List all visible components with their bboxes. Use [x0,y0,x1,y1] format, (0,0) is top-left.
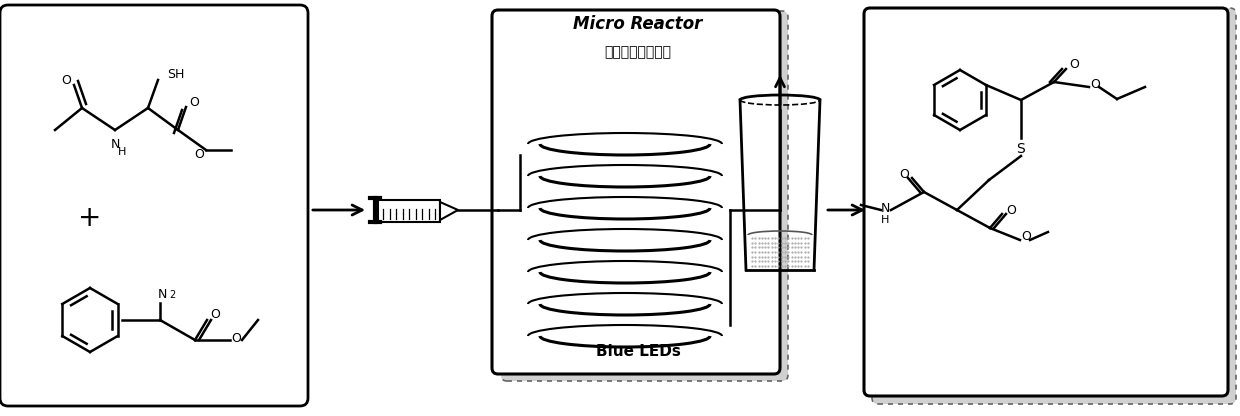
Text: O: O [188,97,198,109]
Text: O: O [1021,230,1030,243]
FancyBboxPatch shape [0,5,308,406]
Text: N: N [110,138,120,151]
Text: Blue LEDs: Blue LEDs [595,344,681,359]
FancyBboxPatch shape [501,11,787,381]
Text: O: O [210,309,219,322]
FancyBboxPatch shape [872,8,1236,404]
Text: H: H [880,215,889,225]
Text: O: O [195,149,203,161]
Text: O: O [61,74,71,87]
Text: SH: SH [167,67,185,81]
Text: S: S [1017,142,1025,156]
Text: O: O [1090,77,1100,91]
Text: 2: 2 [169,290,175,300]
Text: O: O [1006,205,1016,218]
Text: 流速、时间、温度: 流速、时间、温度 [605,45,672,59]
Text: +: + [78,204,102,232]
Text: O: O [231,332,241,344]
FancyBboxPatch shape [864,8,1228,396]
Polygon shape [440,202,458,220]
Text: Micro Reactor: Micro Reactor [573,15,703,33]
Text: N: N [157,289,166,302]
FancyBboxPatch shape [492,10,780,374]
Bar [378,200,440,222]
Text: O: O [899,168,909,181]
Text: H: H [118,147,126,157]
Text: N: N [880,201,889,215]
Text: O: O [1069,59,1079,72]
